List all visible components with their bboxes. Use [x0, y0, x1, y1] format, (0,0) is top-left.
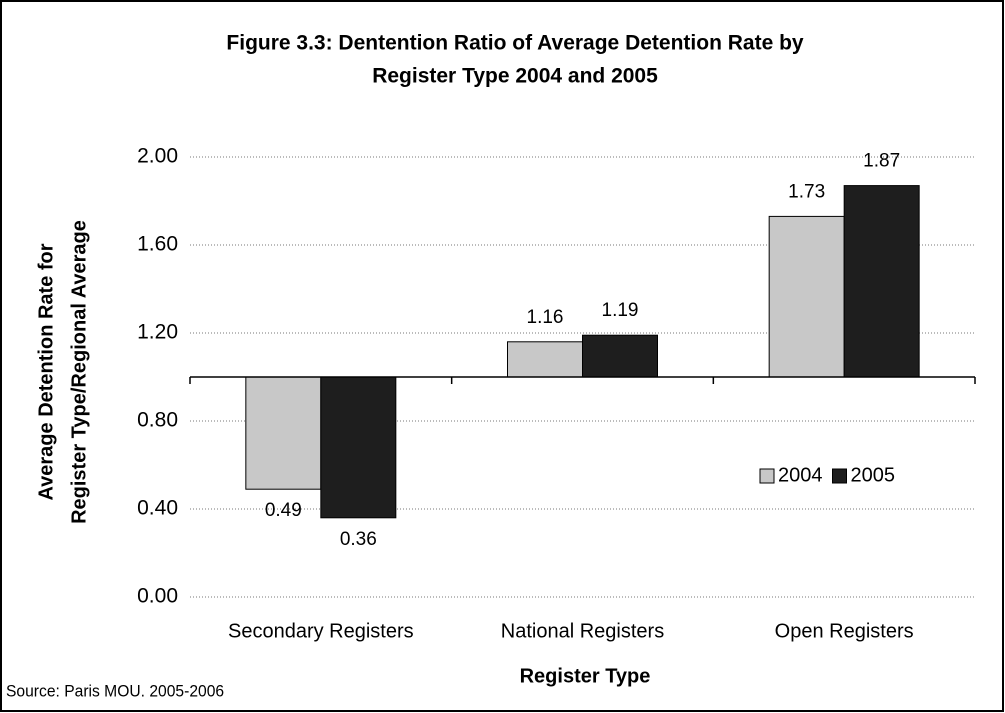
- legend-label: 2005: [851, 464, 896, 486]
- y-tick-label: 1.60: [137, 233, 178, 256]
- y-axis-label: Average Detention Rate for: [35, 243, 57, 500]
- legend-swatch: [832, 468, 847, 484]
- data-label: 1.73: [788, 181, 825, 202]
- x-tick-label: National Registers: [501, 620, 664, 642]
- chart-title: Figure 3.3: Dentention Ratio of Average …: [226, 32, 804, 55]
- y-tick-label: 0.00: [137, 585, 178, 608]
- bar: [507, 341, 583, 378]
- bar: [320, 376, 397, 519]
- data-label: 1.19: [602, 300, 639, 321]
- x-tick-label: Secondary Registers: [228, 620, 414, 642]
- bar: [582, 334, 658, 378]
- legend-swatch: [759, 468, 775, 484]
- legend-label: 2004: [778, 464, 823, 486]
- source-note: Source: Paris MOU. 2005-2006: [6, 682, 224, 701]
- data-label: 1.87: [863, 151, 900, 172]
- y-tick-label: 2.00: [137, 145, 178, 168]
- x-tick-label: Open Registers: [775, 620, 914, 642]
- bar: [768, 215, 845, 378]
- y-axis-label: Register Type/Regional Average: [68, 220, 90, 524]
- x-axis-label: Register Type: [520, 665, 651, 687]
- bar: [843, 185, 920, 378]
- bar: [245, 376, 322, 490]
- y-tick-label: 0.40: [137, 497, 178, 520]
- data-label: 0.49: [265, 500, 302, 521]
- y-tick-label: 0.80: [137, 409, 178, 432]
- y-tick-label: 1.20: [137, 321, 178, 344]
- chart-title: Register Type 2004 and 2005: [372, 65, 658, 88]
- data-label: 0.36: [340, 529, 377, 550]
- data-label: 1.16: [527, 307, 564, 328]
